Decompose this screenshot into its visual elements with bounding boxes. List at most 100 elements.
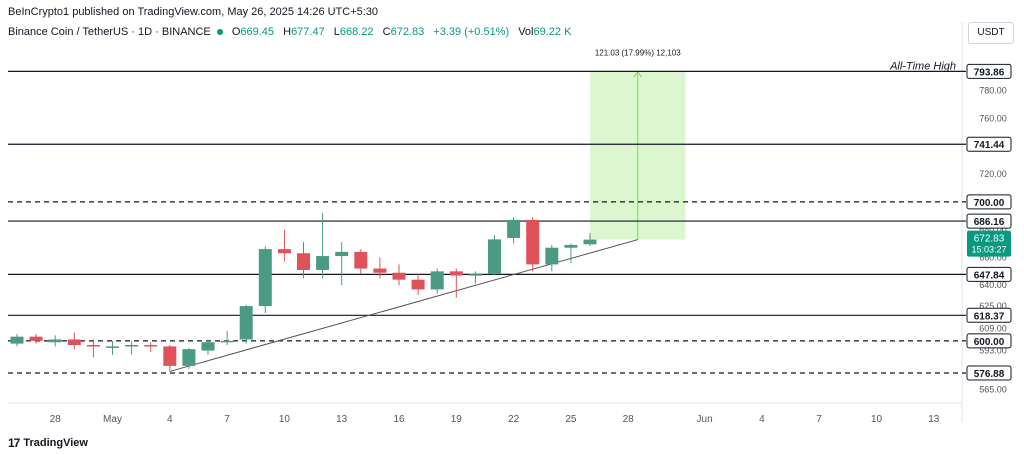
candle-2025-05-08 xyxy=(239,304,253,344)
candle-body xyxy=(86,345,100,347)
time-tick-2025-05-19: 19 xyxy=(451,414,463,425)
close-value: 672.83 xyxy=(390,26,425,38)
level-tag-bg-700.00 xyxy=(966,194,1012,210)
candle-2025-04-26 xyxy=(10,333,24,347)
time-tick-2025-05-04: 4 xyxy=(167,414,173,425)
price-tick-609.00: 609.00 xyxy=(979,323,1007,333)
candle-2025-05-04 xyxy=(163,345,177,372)
candle-body xyxy=(10,336,24,344)
price-tick-680.00: 680.00 xyxy=(979,225,1007,235)
candle-2025-05-12 xyxy=(316,212,330,279)
price-tick-593.00: 593.00 xyxy=(979,346,1007,356)
candle-body xyxy=(316,256,330,270)
candle-body xyxy=(48,339,62,343)
open-label: O xyxy=(231,26,241,38)
publisher-caption: BeInCrypto1 published on TradingView.com… xyxy=(8,6,379,18)
measure-label: 121.03 (17.99%) 12,103 xyxy=(595,48,681,57)
candle-2025-05-05 xyxy=(182,347,196,369)
low-label: L xyxy=(333,26,340,38)
candle-body xyxy=(163,346,177,366)
symbol-legend: Binance Coin / TetherUS · 1D · BINANCE O… xyxy=(8,26,571,38)
level-tag-647.84: 647.84 xyxy=(974,270,1005,281)
candle-2025-05-21 xyxy=(488,235,501,276)
price-tick-720.00: 720.00 xyxy=(979,169,1007,179)
level-tag-793.86: 793.86 xyxy=(974,67,1005,78)
time-tick-2025-05-16: 16 xyxy=(393,414,405,425)
last-price-value: 672.83 xyxy=(974,234,1005,245)
time-tick-2025-06-13: 13 xyxy=(928,414,940,425)
level-note-793.86: All-Time High xyxy=(889,60,956,72)
candle-body xyxy=(106,346,119,348)
candle-body xyxy=(29,336,43,341)
time-tick-2025-06-01: Jun xyxy=(697,414,713,425)
tradingview-logo-icon: 17 xyxy=(8,436,20,450)
time-tick-2025-05-22: 22 xyxy=(508,414,520,425)
candle-2025-04-28 xyxy=(48,335,62,347)
candle-body xyxy=(392,272,406,280)
candle-2025-05-25 xyxy=(564,243,578,264)
time-tick-2025-05-01: May xyxy=(103,414,122,425)
level-tag-bg-793.86 xyxy=(966,63,1012,79)
candle-2025-05-24 xyxy=(545,244,559,272)
candle-2025-05-22 xyxy=(507,217,521,244)
candle-body xyxy=(220,340,234,343)
candle-2025-05-15 xyxy=(373,257,387,279)
candle-body xyxy=(258,249,272,307)
candle-2025-05-14 xyxy=(354,249,368,275)
candle-2025-05-17 xyxy=(411,274,425,295)
candle-2025-05-02 xyxy=(125,340,139,355)
candle-2025-04-27 xyxy=(29,333,43,344)
level-tag-741.44: 741.44 xyxy=(974,140,1005,151)
last-price-tag-bg xyxy=(967,230,1011,257)
price-tick-660.00: 660.00 xyxy=(979,252,1007,262)
candle-body xyxy=(277,249,291,254)
time-tick-2025-04-28: 28 xyxy=(50,414,62,425)
candle-body xyxy=(354,251,368,269)
open-value: 669.45 xyxy=(240,26,275,38)
candle-2025-05-11 xyxy=(297,242,310,279)
high-value: 677.47 xyxy=(291,26,325,38)
candle-body xyxy=(468,274,482,276)
candle-body xyxy=(545,247,559,265)
level-tag-700.00: 700.00 xyxy=(974,198,1005,209)
candle-2025-05-23 xyxy=(526,217,540,272)
candle-body xyxy=(507,219,521,238)
candle-body xyxy=(583,239,597,245)
candle-2025-05-09 xyxy=(258,246,272,314)
time-tick-2025-05-13: 13 xyxy=(336,414,348,425)
price-tick-780.00: 780.00 xyxy=(979,86,1007,96)
candle-2025-05-16 xyxy=(392,264,406,286)
level-tag-686.16: 686.16 xyxy=(974,217,1005,228)
level-tag-bg-686.16 xyxy=(966,213,1012,229)
candle-body xyxy=(335,251,349,257)
currency-button[interactable]: USDT xyxy=(968,22,1014,44)
level-tag-bg-600.00 xyxy=(966,333,1012,349)
candle-2025-05-13 xyxy=(335,242,349,286)
time-tick-2025-05-28: 28 xyxy=(623,414,635,425)
volume-value: 69.22 K xyxy=(533,26,572,38)
candle-2025-05-07 xyxy=(220,331,234,346)
level-tag-600.00: 600.00 xyxy=(974,337,1005,348)
time-tick-2025-05-10: 10 xyxy=(279,414,291,425)
price-tick-625.00: 625.00 xyxy=(979,301,1007,311)
candle-body xyxy=(67,339,81,346)
tradingview-logo[interactable]: 17 TradingView xyxy=(8,436,88,450)
candle-2025-05-10 xyxy=(277,229,291,262)
level-tag-576.88: 576.88 xyxy=(974,369,1005,380)
symbol-name: Binance Coin / TetherUS · 1D · BINANCE xyxy=(8,26,211,38)
candle-body xyxy=(239,306,253,340)
level-tag-618.37: 618.37 xyxy=(974,311,1005,322)
tradingview-brand: TradingView xyxy=(23,437,88,449)
candle-body xyxy=(564,244,578,248)
candle-body xyxy=(125,345,139,347)
level-tag-bg-618.37 xyxy=(966,307,1012,323)
level-tag-bg-741.44 xyxy=(966,136,1012,152)
price-tick-565.00: 565.00 xyxy=(979,384,1007,394)
candle-body xyxy=(430,271,444,290)
candle-body xyxy=(449,271,463,276)
support-trendline xyxy=(169,239,638,372)
volume-label: Vol xyxy=(518,26,534,38)
candle-body xyxy=(488,239,501,275)
change-value: +3.39 (+0.51%) xyxy=(433,26,510,38)
